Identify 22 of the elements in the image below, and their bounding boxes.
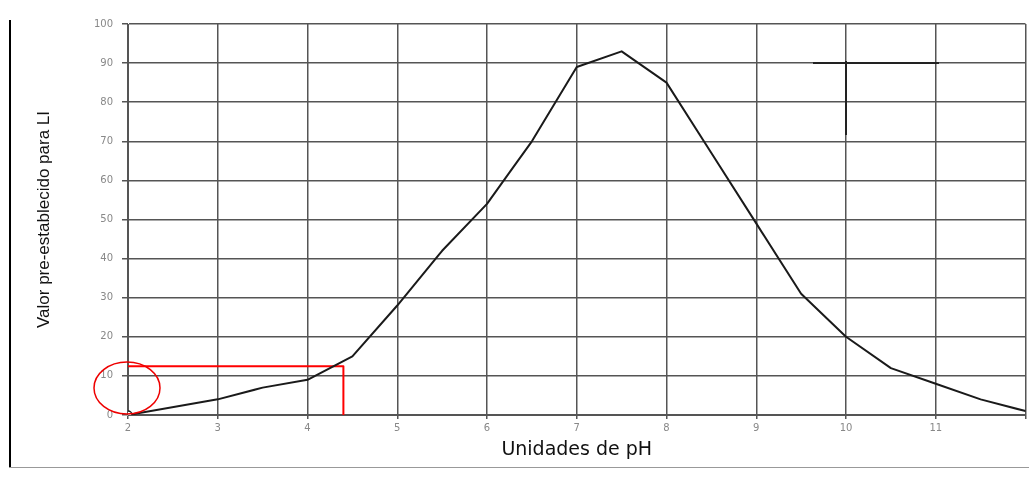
y-axis-title: Valor pre-establecido para LI <box>33 110 53 329</box>
y-tick-label: 90 <box>100 56 113 68</box>
y-tick-label: 30 <box>100 291 113 303</box>
y-tick-label: 80 <box>100 95 113 107</box>
x-tick-label: 2 <box>124 421 132 433</box>
x-tick-label: 8 <box>663 421 670 433</box>
x-tick-label: 11 <box>929 421 943 433</box>
y-tick-label: 70 <box>100 134 113 146</box>
y-tick-label: 100 <box>93 17 113 29</box>
x-tick-label: 5 <box>394 421 401 433</box>
x-tick-label: 10 <box>839 421 853 433</box>
x-tick-label: 9 <box>753 421 760 433</box>
x-axis-title: Unidades de pH <box>501 436 653 459</box>
y-tick-label: 40 <box>100 252 113 264</box>
y-tick-label: 60 <box>100 173 113 185</box>
x-tick-label: 3 <box>214 421 221 433</box>
x-tick-label: 7 <box>573 421 580 433</box>
x-tick-label: 6 <box>483 421 491 433</box>
x-tick-label: 4 <box>304 421 311 433</box>
y-tick-label: 20 <box>100 330 113 342</box>
y-tick-label: 10 <box>100 369 113 381</box>
y-tick-label: 50 <box>100 213 113 225</box>
